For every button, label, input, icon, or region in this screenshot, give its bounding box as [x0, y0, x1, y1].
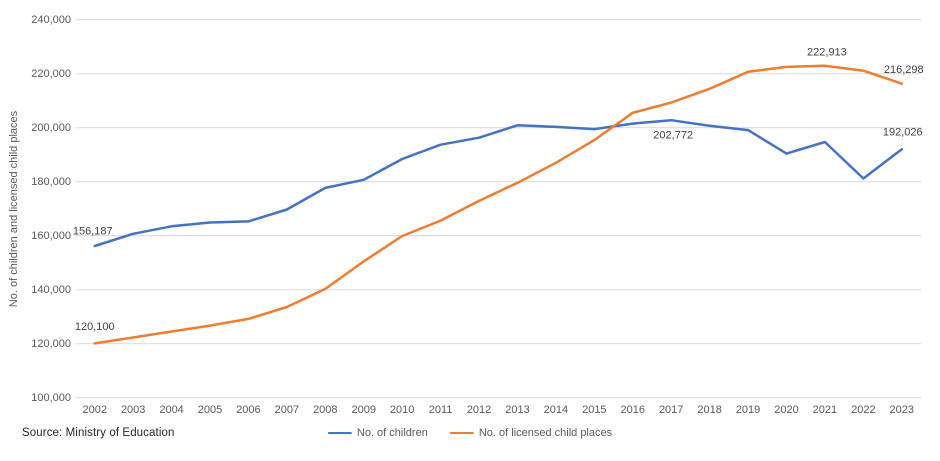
source-note: Source: Ministry of Education: [22, 427, 175, 439]
x-axis-tick-label-2019: 2019: [736, 404, 760, 416]
x-axis-tick-label-2016: 2016: [621, 404, 645, 416]
legend: No. of children No. of licensed child pl…: [327, 427, 613, 439]
x-axis-tick-label-2008: 2008: [313, 404, 337, 416]
y-axis-tick-label: 120,000: [31, 338, 71, 350]
x-axis-tick-label-2018: 2018: [697, 404, 721, 416]
y-axis-tick-label: 220,000: [31, 68, 71, 80]
data-label-202772: 202,772: [653, 130, 693, 142]
x-axis-tick-label-2002: 2002: [82, 404, 106, 416]
x-axis-tick-label-2021: 2021: [813, 404, 837, 416]
x-axis-tick-label-2017: 2017: [659, 404, 683, 416]
legend-label-places: No. of licensed child places: [478, 427, 613, 439]
x-axis-tick-label-2011: 2011: [429, 404, 453, 416]
x-axis-tick-label-2013: 2013: [505, 404, 529, 416]
y-axis-tick-label: 100,000: [31, 392, 71, 404]
data-label-120100: 120,100: [75, 321, 115, 333]
x-axis-tick-label-2003: 2003: [121, 404, 145, 416]
x-axis-tick-label-2007: 2007: [275, 404, 299, 416]
y-axis-title: No. of children and licensed child place…: [8, 110, 20, 307]
x-axis-tick-label-2023: 2023: [890, 404, 914, 416]
y-axis-tick-label: 180,000: [31, 176, 71, 188]
legend-item-children: No. of children: [327, 427, 428, 439]
data-label-222913: 222,913: [807, 46, 847, 58]
data-label-156187: 156,187: [73, 225, 113, 237]
x-axis-tick-label-2005: 2005: [198, 404, 222, 416]
x-axis-tick-label-2009: 2009: [351, 404, 375, 416]
x-axis-tick-label-2022: 2022: [851, 404, 875, 416]
x-axis-tick-label-2014: 2014: [544, 404, 568, 416]
y-axis-tick-label: 200,000: [31, 122, 71, 134]
x-axis-tick-label-2012: 2012: [467, 404, 491, 416]
legend-item-places: No. of licensed child places: [449, 427, 613, 439]
series-line-no-of-children: [93, 118, 904, 248]
x-axis-tick-label-2006: 2006: [236, 404, 260, 416]
legend-line-swatch-children: [327, 431, 352, 435]
x-axis-tick-label-2015: 2015: [582, 404, 606, 416]
y-axis-tick-label: 140,000: [31, 284, 71, 296]
y-axis-tick-label: 240,000: [31, 14, 71, 26]
x-axis-tick-label-2004: 2004: [159, 404, 183, 416]
legend-label-children: No. of children: [356, 427, 428, 439]
series-line-no-of-licensed-child-places: [93, 64, 904, 345]
data-label-192026: 192,026: [883, 127, 923, 139]
x-axis-tick-label-2010: 2010: [390, 404, 414, 416]
y-axis-tick-label: 160,000: [31, 230, 71, 242]
data-label-216298: 216,298: [884, 64, 924, 76]
x-axis-tick-label-2020: 2020: [774, 404, 798, 416]
legend-line-swatch-places: [449, 431, 474, 435]
